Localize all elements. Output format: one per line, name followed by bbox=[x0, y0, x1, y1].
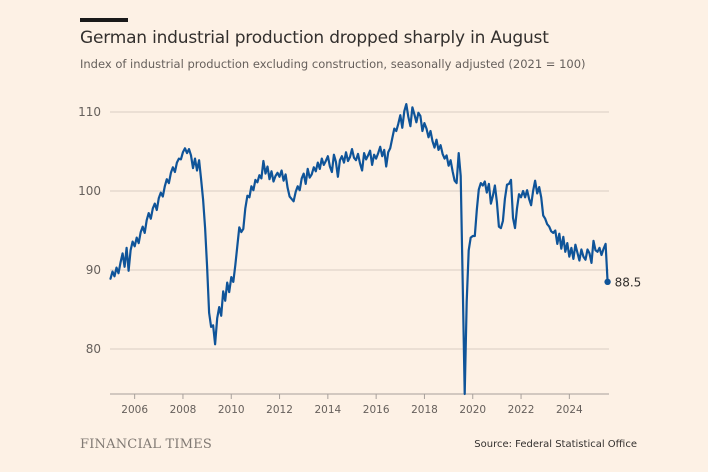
title-accent-rule bbox=[80, 18, 128, 22]
x-tick-label-2018: 2018 bbox=[411, 404, 438, 416]
x-tick-label-2024: 2024 bbox=[556, 404, 583, 416]
y-tick-label-80: 80 bbox=[86, 342, 101, 356]
x-tick-label-2006: 2006 bbox=[121, 404, 148, 416]
last-value-marker bbox=[604, 278, 611, 286]
x-tick-label-2010: 2010 bbox=[218, 404, 245, 416]
series-line-industrial-production bbox=[109, 103, 609, 396]
chart-title: German industrial production dropped sha… bbox=[80, 28, 549, 48]
y-tick-label-90: 90 bbox=[86, 263, 101, 277]
x-tick-label-2012: 2012 bbox=[266, 404, 293, 416]
x-tick-label-2008: 2008 bbox=[170, 404, 197, 416]
financial-times-logo: FINANCIAL TIMES bbox=[80, 437, 213, 452]
y-tick-label-110: 110 bbox=[78, 105, 101, 119]
chart-subtitle: Index of industrial production excluding… bbox=[80, 57, 586, 71]
y-tick-label-100: 100 bbox=[78, 184, 101, 198]
x-tick-label-2014: 2014 bbox=[314, 404, 341, 416]
x-tick-label-2016: 2016 bbox=[363, 404, 390, 416]
x-tick-label-2020: 2020 bbox=[459, 404, 486, 416]
x-axis: 2006 2008 2010 2012 2014 2016 2018 2020 2022 2024 bbox=[110, 393, 609, 416]
last-value-label: 88.5 bbox=[615, 275, 642, 289]
x-tick-label-2022: 2022 bbox=[508, 404, 535, 416]
y-axis-tick-labels: 80 90 100 110 bbox=[78, 105, 101, 356]
series-layer: 88.5 bbox=[109, 103, 642, 396]
source-note: Source: Federal Statistical Office bbox=[474, 439, 637, 450]
